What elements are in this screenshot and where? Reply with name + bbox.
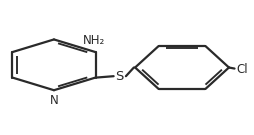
Text: Cl: Cl xyxy=(235,63,247,76)
Text: NH₂: NH₂ xyxy=(83,34,105,48)
Text: S: S xyxy=(115,70,123,83)
Text: N: N xyxy=(49,94,58,107)
